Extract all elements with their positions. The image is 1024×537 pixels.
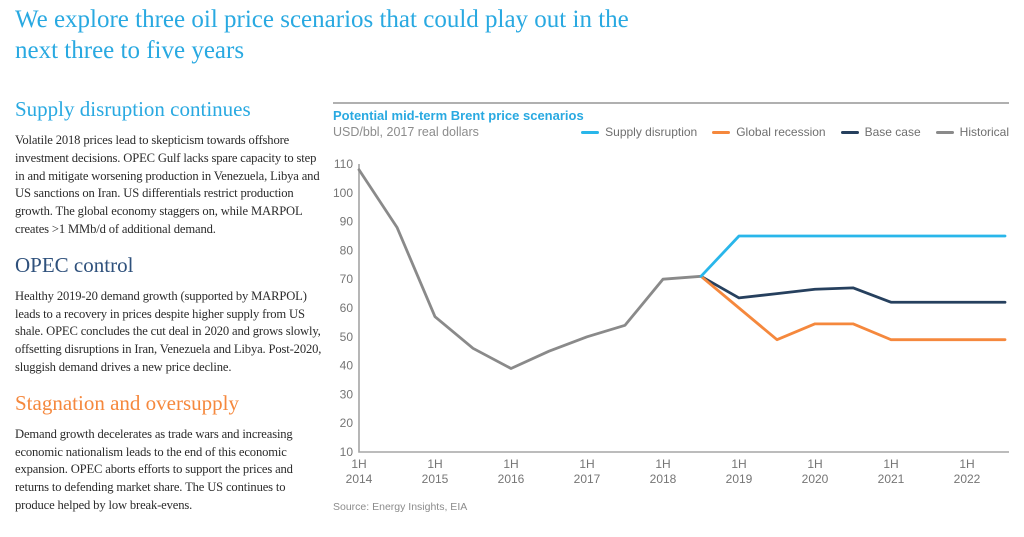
x-axis-label: 1H 2018 [650,457,677,486]
x-axis-label: 1H 2020 [802,457,829,486]
x-axis-label: 1H 2016 [498,457,525,486]
x-axis-label: 1H 2017 [574,457,601,486]
series-historical [357,168,703,370]
page-title: We explore three oil price scenarios tha… [15,6,629,64]
y-axis-label: 40 [340,359,354,373]
section-heading-supply-disruption: Supply disruption continues [15,97,251,121]
section-supply-disruption: Supply disruption continues Volatile 201… [15,96,325,239]
y-axis-label: 70 [340,272,354,286]
x-axis-label: 1H 2019 [726,457,753,486]
section-body-supply-disruption: Volatile 2018 prices lead to skepticism … [15,133,320,236]
legend-item-supply-disruption: Supply disruption [581,125,697,139]
y-axis-label: 30 [340,387,354,401]
legend-swatch-supply-disruption [581,130,600,134]
chart-subtitle-row: USD/bbl, 2017 real dollars Supply disrup… [333,125,1009,139]
legend-item-base-case: Base case [840,125,921,139]
y-axis-label: 20 [340,416,354,430]
y-axis-label: 50 [340,330,354,344]
legend-label-base-case: Base case [864,125,921,139]
legend-item-historical: Historical [935,125,1009,139]
chart-title: Potential mid-term Brent price scenarios [333,108,584,123]
chart-source: Source: Energy Insights, EIA [333,501,468,513]
x-axis-label: 1H 2021 [878,457,905,486]
legend-swatch-historical [935,130,954,134]
section-heading-opec-control: OPEC control [15,252,134,277]
legend-swatch-base-case [840,130,859,134]
series-global-recession [699,274,1007,342]
legend-item-global-recession: Global recession [712,125,826,139]
y-axis-label: 80 [340,243,354,257]
series-base-case [699,274,1007,304]
x-axis-label: 1H 2022 [954,457,981,486]
section-opec-control: OPEC control Healthy 2019-20 demand grow… [15,252,325,377]
legend-label-historical: Historical [959,125,1009,139]
section-heading-stagnation-oversupply: Stagnation and oversupply [15,390,239,415]
x-axis-label: 1H 2015 [422,457,449,486]
y-axis-label: 100 [333,186,353,200]
y-axis-label: 10 [340,445,354,459]
x-axis-label: 1H 2014 [346,457,373,486]
legend-label-supply-disruption: Supply disruption [605,125,698,139]
y-axis-label: 110 [334,157,353,171]
chart-panel: Potential mid-term Brent price scenarios… [333,95,1009,537]
legend-label-global-recession: Global recession [736,125,826,139]
section-body-opec-control: Healthy 2019-20 demand growth (supported… [15,288,322,374]
y-axis-label: 60 [340,301,354,315]
scenario-text-column: Supply disruption continues Volatile 201… [15,96,325,528]
legend-swatch-global-recession [712,130,731,134]
series-supply-disruption [699,234,1007,278]
y-axis-label: 90 [340,215,354,229]
legend: Supply disruption Global recession Base ca… [581,125,1009,139]
chart-subtitle: USD/bbl, 2017 real dollars [333,125,479,139]
section-body-stagnation-oversupply: Demand growth decelerates as trade wars … [15,426,293,512]
axis-lines [358,164,1009,453]
top-rule [333,102,1009,104]
section-stagnation-oversupply: Stagnation and oversupply Demand growth … [15,390,325,515]
